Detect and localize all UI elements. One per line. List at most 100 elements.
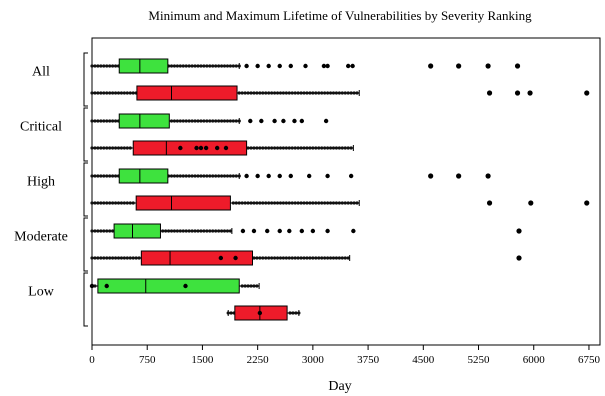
min-outlier [281,118,286,124]
min-outlier [310,228,316,234]
max-outlier [178,145,183,151]
max-data-point [128,146,132,150]
min-data-point [190,174,194,178]
min-data-point [166,229,171,233]
min-data-point [99,64,103,68]
max-data-point [102,201,106,205]
max-data-point [237,201,241,205]
max-data-point [264,146,268,150]
max-data-point [229,311,233,315]
min-data-point [178,119,182,123]
min-data-point [219,174,224,178]
max-data-point [252,201,256,205]
min-outlier [248,118,253,124]
min-outlier [277,173,282,179]
max-data-point [125,146,129,150]
min-data-point [113,174,118,178]
max-data-point [131,256,135,260]
max-data-point [255,146,259,150]
min-data-point [93,174,97,178]
max-data-point [111,146,115,150]
group-label: Low [28,285,55,300]
min-data-point [99,119,103,123]
min-data-point [193,64,197,68]
max-data-point [343,91,347,95]
max-data-point [340,201,344,205]
min-outlier [277,228,282,234]
max-data-point [346,201,350,205]
max-data-point [340,91,344,95]
max-data-point [272,91,277,95]
max-data-point [237,91,241,95]
max-data-point [90,91,94,95]
max-data-point [116,146,121,150]
max-data-point [99,146,103,150]
plot-frame [91,37,601,346]
min-data-point [187,229,191,233]
max-data-point [293,201,297,205]
max-data-point [314,146,318,150]
max-data-point [113,256,118,260]
max-box [132,140,248,156]
max-data-point [272,201,277,205]
max-data-point [337,256,341,260]
max-data-point [293,91,297,95]
max-data-point [128,256,132,260]
max-data-point [349,201,353,205]
max-data-point [116,256,121,260]
min-data-point [228,64,233,68]
max-data-point [270,201,274,205]
max-data-point [302,91,306,95]
min-data-point [199,64,203,68]
max-data-point [281,256,286,260]
min-outlier [325,63,330,69]
group-bracket [83,52,88,107]
max-data-point [102,256,106,260]
min-data-point [93,229,97,233]
max-data-point [93,201,97,205]
max-data-point [325,256,330,260]
min-data-point [190,119,194,123]
max-data-point [349,91,353,95]
max-data-point [311,146,315,150]
min-data-point [240,284,244,288]
group-label: Moderate [14,230,68,245]
max-outlier [257,310,263,316]
max-data-point [334,91,339,95]
max-data-point [337,146,341,150]
max-data-point [311,201,315,205]
min-data-point [231,174,235,178]
min-data-point [202,64,206,68]
min-data-point [184,64,188,68]
max-data-point [255,256,259,260]
x-tick-label: 4500 [412,354,435,366]
max-data-point [113,201,118,205]
min-data-point [90,229,94,233]
min-data-point [99,174,103,178]
min-outlier [350,63,355,69]
min-data-point [93,64,97,68]
max-data-point [299,256,303,260]
min-data-point [205,64,209,68]
max-data-point [308,146,312,150]
min-data-point [105,119,109,123]
max-data-point [128,91,132,95]
min-outlier [303,63,308,69]
max-data-point [275,256,280,260]
max-data-point [296,91,300,95]
max-data-point [314,256,318,260]
min-data-point [172,174,177,178]
min-data-point [219,229,224,233]
min-data-point [96,64,100,68]
max-data-point [323,256,327,260]
min-data-point [190,64,194,68]
x-axis: 0 750 1500 2250 3000 3750 4500 5250 6000 6750 [89,345,600,366]
min-data-point [187,174,191,178]
max-data-point [255,91,259,95]
min-outlier [240,228,246,234]
min-data-point [222,174,227,178]
min-data-point [208,174,212,178]
max-outlier [194,145,199,151]
min-data-point [175,119,180,123]
min-outlier [428,63,434,69]
